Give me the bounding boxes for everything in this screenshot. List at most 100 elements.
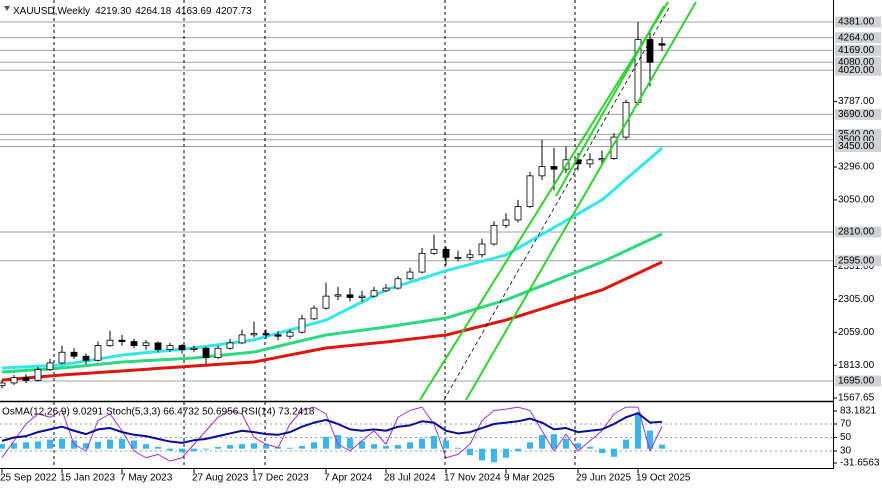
osma-bar <box>23 442 29 449</box>
channel-midline <box>443 5 671 401</box>
indicator-line <box>1 412 663 444</box>
level-label: 4169.00 <box>838 45 875 56</box>
candle-body <box>22 377 30 381</box>
level-label-box <box>835 375 881 387</box>
candle-body <box>166 345 174 350</box>
candle-body <box>406 271 414 280</box>
candle-body <box>322 295 330 309</box>
osma-bar <box>239 444 245 449</box>
osma-bar <box>539 435 545 449</box>
level-label: 1695.00 <box>838 376 875 387</box>
osma-bar <box>179 448 185 453</box>
x-tick-label: 25 Sep 2022 <box>0 473 57 484</box>
osma-bar <box>167 448 173 451</box>
osma-bar <box>287 447 293 449</box>
y-tick-label: 1567.65 <box>838 393 875 404</box>
y2-tick-label: 30 <box>840 446 852 457</box>
y-tick-label: 3296.00 <box>838 162 875 173</box>
symbol: XAUUSD,Weekly <box>13 6 90 17</box>
osma-bar <box>131 440 137 449</box>
osma-bar <box>419 438 425 449</box>
candle-body <box>178 345 186 350</box>
candle-body <box>274 334 282 337</box>
y-tick-label: 2551.00 <box>838 261 875 272</box>
osma-bar <box>35 441 41 449</box>
axes: 3787.00 3296.00 3050.00 2551.00 2305.00 2059.… <box>0 16 881 484</box>
x-tick-label: 17 Dec 2023 <box>252 473 309 484</box>
candle-body <box>286 331 294 337</box>
level-label-box <box>835 64 881 76</box>
y-tick-label: 2059.00 <box>838 327 875 338</box>
osma-bar <box>107 439 113 449</box>
level-label: 4264.00 <box>838 32 875 43</box>
indicator-line <box>1 232 663 374</box>
candle-body <box>0 382 6 387</box>
y2-tick-label: 70 <box>840 419 852 430</box>
candle-body <box>214 347 222 358</box>
candle-body <box>358 295 366 298</box>
candle-body <box>106 339 114 346</box>
level-label-box <box>835 255 881 267</box>
y-tick-label: 1813.00 <box>838 360 875 371</box>
osma-bar <box>155 446 161 449</box>
level-label: 3500.00 <box>838 134 875 145</box>
candle-body <box>238 334 246 344</box>
price-plot <box>0 22 666 389</box>
candle-body <box>82 355 90 361</box>
osma-bar <box>227 445 233 449</box>
y-tick-label: 83.1821 <box>840 406 877 417</box>
x-tick-label: 7 May 2023 <box>120 473 173 484</box>
indicator-header: OsMA(12,26,9) 9.0291 Stoch(5,3,3) 66.473… <box>2 407 315 418</box>
period-separators <box>53 0 576 468</box>
candle-body <box>310 307 318 320</box>
osma-bar <box>11 443 17 449</box>
candle-body <box>58 351 66 364</box>
osma-bar <box>611 448 617 457</box>
indicator-plot <box>0 406 833 463</box>
level-label-box <box>835 56 881 68</box>
candle-body <box>202 347 210 358</box>
candle-body <box>130 341 138 346</box>
channel-line <box>419 1 669 401</box>
osma-bar <box>467 448 473 456</box>
x-tick-label: 15 Jan 2023 <box>60 473 115 484</box>
osma-bar <box>323 436 329 449</box>
level-label: 3450.00 <box>838 141 875 152</box>
level-label-box <box>835 140 881 152</box>
osma-bar <box>443 440 449 449</box>
candle-body <box>298 318 306 333</box>
candle-body <box>586 159 594 165</box>
x-tick-label: 27 Aug 2023 <box>192 473 249 484</box>
osma-bar <box>191 448 197 452</box>
candle-body <box>478 243 486 256</box>
osma-bar <box>203 448 209 450</box>
candle-body <box>118 339 126 342</box>
candle-body <box>418 252 426 273</box>
candle-body <box>226 342 234 349</box>
chart-header: XAUUSD,Weekly 4219.30 4264.18 4163.69 4207.7… <box>13 6 252 17</box>
level-label: 3690.00 <box>838 109 875 120</box>
osma-bar <box>299 445 305 449</box>
osma-bar <box>623 439 629 449</box>
level-label-box <box>835 226 881 238</box>
trend-channel <box>419 1 697 401</box>
osma-bar <box>347 437 353 449</box>
level-label: 4080.00 <box>838 57 875 68</box>
osma-bar <box>0 444 5 449</box>
osma-bar <box>311 442 317 449</box>
osma-bar <box>515 448 521 452</box>
y2-tick-label: 50 <box>840 432 852 443</box>
osma-bar <box>335 435 341 449</box>
candle-body <box>442 248 450 258</box>
candle-body <box>658 43 666 46</box>
candle-body <box>394 278 402 289</box>
close-label: 4207.73 <box>216 6 253 17</box>
high-label: 4264.18 <box>135 6 172 17</box>
candle-body <box>514 206 522 221</box>
osma-bar <box>95 441 101 449</box>
candle-body <box>382 287 390 292</box>
osma-bar <box>215 446 221 449</box>
indicator-line <box>1 260 663 382</box>
